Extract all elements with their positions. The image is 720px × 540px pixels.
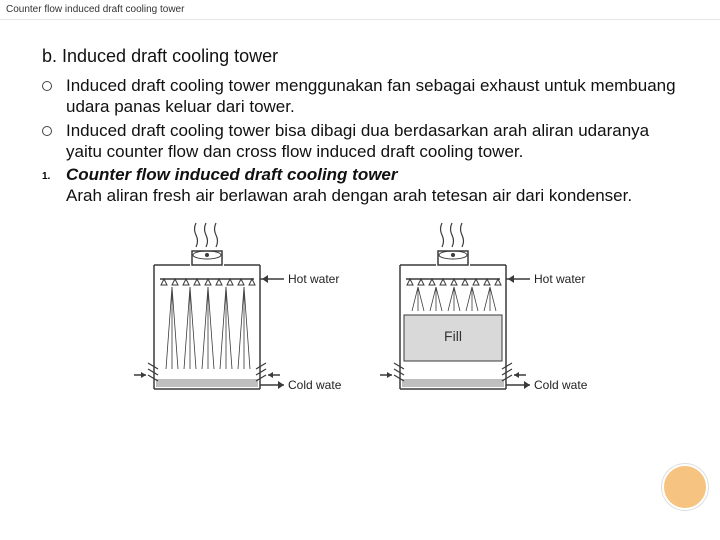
svg-text:Cold water: Cold water [288, 378, 342, 392]
bullet-list: Induced draft cooling tower menggunakan … [42, 75, 684, 162]
svg-text:Hot water: Hot water [534, 272, 585, 286]
accent-circle-icon [662, 464, 708, 510]
number-marker: 1. [42, 171, 52, 182]
numbered-item: 1. Counter flow induced draft cooling to… [42, 164, 684, 207]
tower-diagram-left: Hot water Cold water [132, 219, 342, 407]
section-title: b. Induced draft cooling tower [42, 46, 684, 67]
bullet-text: Induced draft cooling tower bisa dibagi … [66, 120, 684, 163]
list-item: Induced draft cooling tower menggunakan … [42, 75, 684, 118]
slide-content: b. Induced draft cooling tower Induced d… [0, 20, 720, 415]
diagram-area: Hot water Cold water Hot water Fill Cold wa… [36, 219, 684, 407]
svg-text:Cold water: Cold water [534, 378, 588, 392]
tower-diagram-right: Hot water Fill Cold water [378, 219, 588, 407]
svg-text:Hot water: Hot water [288, 272, 339, 286]
bullet-text: Induced draft cooling tower menggunakan … [66, 75, 684, 118]
numbered-heading: Counter flow induced draft cooling tower [66, 164, 684, 185]
svg-text:Fill: Fill [444, 328, 462, 344]
bullet-icon [42, 81, 52, 91]
numbered-text: Arah aliran fresh air berlawan arah deng… [66, 185, 684, 206]
list-item: Induced draft cooling tower bisa dibagi … [42, 120, 684, 163]
bullet-icon [42, 126, 52, 136]
breadcrumb: Counter flow induced draft cooling tower [0, 0, 720, 20]
